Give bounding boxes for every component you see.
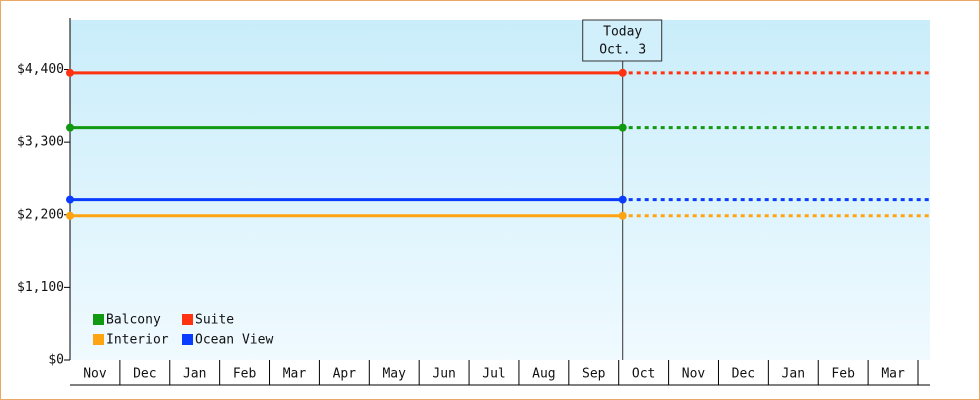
point bbox=[66, 68, 74, 77]
point bbox=[618, 68, 627, 77]
plot-area bbox=[70, 20, 930, 360]
x-tick-label: Aug bbox=[532, 367, 555, 382]
x-tick-label: Nov bbox=[682, 367, 706, 382]
y-tick-label: $4,400 bbox=[17, 62, 64, 77]
legend-label: Balcony bbox=[106, 313, 161, 328]
x-tick-label: Jun bbox=[432, 367, 455, 382]
legend-swatch bbox=[182, 334, 193, 345]
point bbox=[66, 211, 74, 220]
legend-label: Interior bbox=[106, 333, 169, 348]
x-tick-label: Mar bbox=[283, 367, 307, 382]
legend-label: Suite bbox=[195, 313, 234, 328]
point bbox=[66, 123, 74, 132]
x-tick-label: May bbox=[382, 367, 406, 382]
x-tick-label: Feb bbox=[831, 367, 855, 382]
today-box bbox=[582, 19, 663, 62]
x-tick-label: Apr bbox=[333, 367, 357, 382]
legend-label: Ocean View bbox=[195, 333, 273, 348]
point bbox=[66, 195, 74, 204]
y-tick-label: $1,100 bbox=[17, 280, 64, 295]
y-tick-label: $0 bbox=[48, 353, 64, 368]
point bbox=[618, 211, 627, 220]
point bbox=[618, 123, 627, 132]
today-date: Oct. 3 bbox=[599, 43, 646, 58]
y-tick-label: $3,300 bbox=[17, 135, 64, 150]
today-title: Today bbox=[603, 25, 642, 40]
x-tick-label: Feb bbox=[233, 367, 257, 382]
x-tick-label: Sep bbox=[582, 367, 606, 382]
legend-swatch bbox=[93, 334, 104, 345]
legend-swatch bbox=[93, 314, 104, 325]
point bbox=[618, 195, 627, 204]
legend-swatch bbox=[182, 314, 193, 325]
x-tick-label: Dec bbox=[133, 367, 156, 382]
x-tick-label: Nov bbox=[83, 367, 107, 382]
x-tick-label: Mar bbox=[881, 367, 905, 382]
x-tick-label: Dec bbox=[732, 367, 755, 382]
y-tick-label: $2,200 bbox=[17, 207, 64, 222]
x-tick-label: Oct bbox=[632, 367, 655, 382]
x-tick-label: Jan bbox=[782, 367, 805, 382]
x-tick-label: Jul bbox=[482, 367, 505, 382]
x-tick-label: Jan bbox=[183, 367, 206, 382]
